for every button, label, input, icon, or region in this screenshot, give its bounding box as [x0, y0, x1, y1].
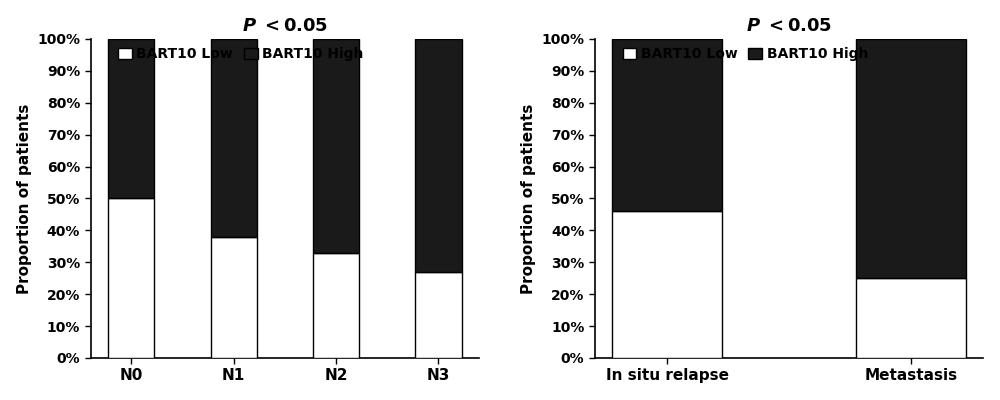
Title: $\bfit{P}$ $\bf{< 0.05}$: $\bfit{P}$ $\bf{< 0.05}$	[746, 17, 832, 35]
Bar	[856, 278, 966, 358]
Bar	[313, 39, 359, 253]
Bar	[415, 272, 462, 358]
Bar	[108, 39, 154, 198]
Legend: BART10 Low, BART10 High: BART10 Low, BART10 High	[621, 46, 869, 63]
Bar	[313, 253, 359, 358]
Bar	[612, 211, 722, 358]
Bar	[856, 39, 966, 278]
Title: $\bfit{P}$ $\bf{< 0.05}$: $\bfit{P}$ $\bf{< 0.05}$	[242, 17, 328, 35]
Bar	[211, 237, 257, 358]
Y-axis label: Proportion of patients: Proportion of patients	[521, 103, 536, 294]
Bar	[211, 39, 257, 237]
Legend: BART10 Low, BART10 High: BART10 Low, BART10 High	[117, 46, 365, 63]
Bar	[612, 39, 722, 211]
Bar	[415, 39, 462, 272]
Y-axis label: Proportion of patients: Proportion of patients	[17, 103, 32, 294]
Bar	[108, 198, 154, 358]
